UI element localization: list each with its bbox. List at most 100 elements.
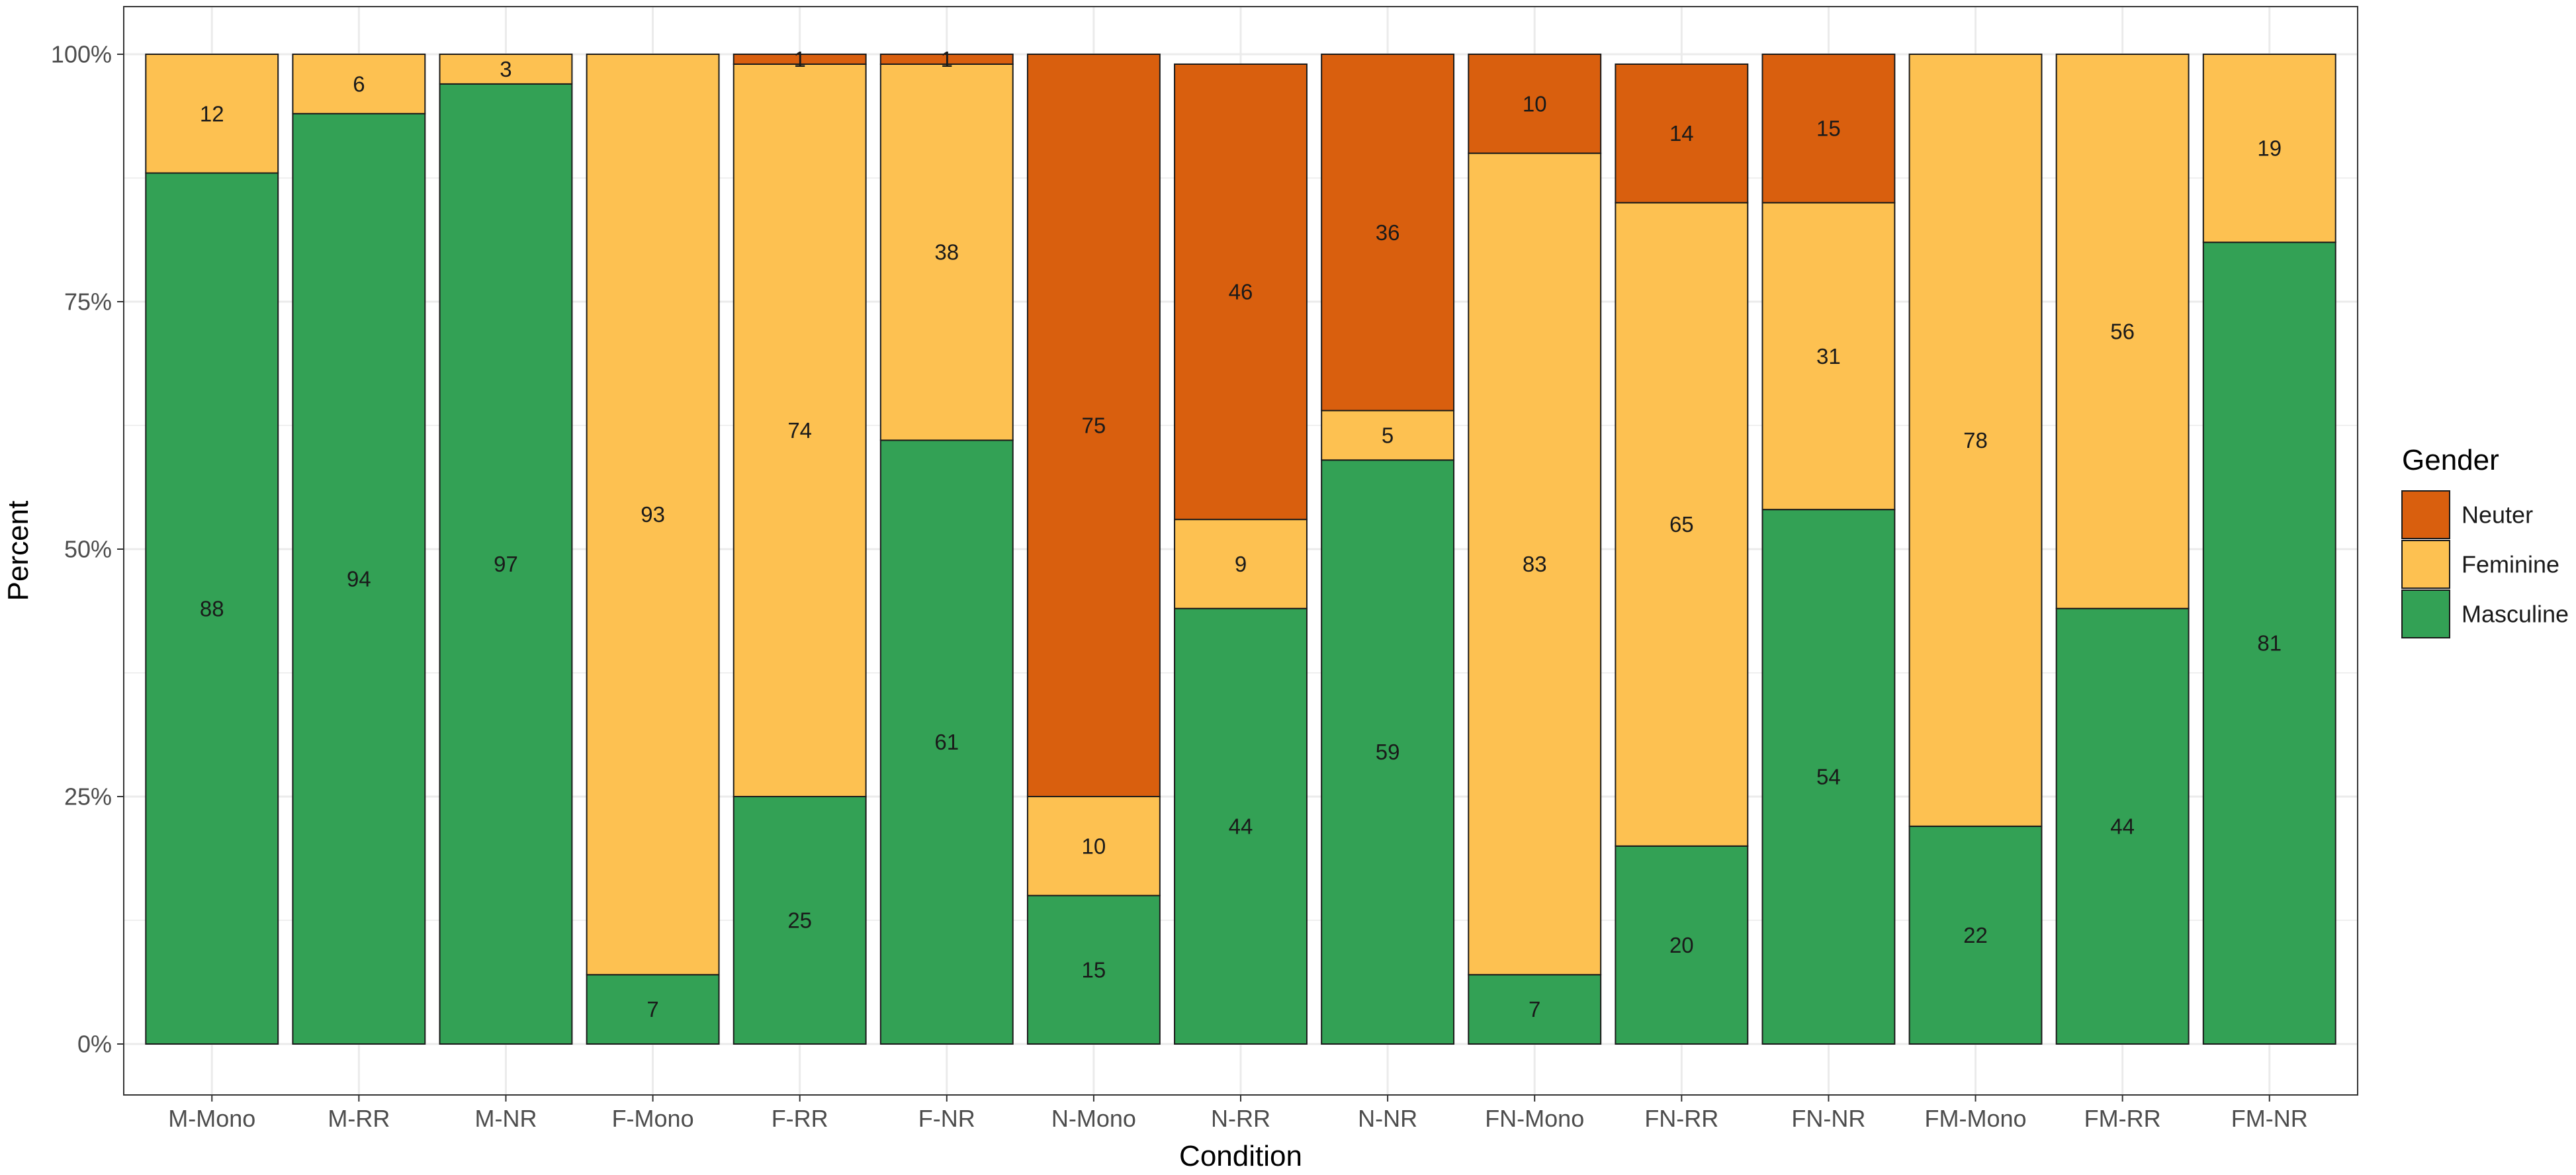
data-label-feminine-f-mono: 93 [641,502,665,527]
bar-masculine-fn-nr [1761,509,1896,1045]
data-label-masculine-m-mono: 88 [200,596,224,621]
y-tick-label: 25% [64,783,112,810]
legend: Gender Neuter Feminine Masculine [2401,444,2569,638]
y-tick-label: 0% [77,1031,112,1058]
data-label-feminine-m-rr: 6 [353,71,365,96]
legend-swatch-masculine [2401,589,2450,638]
y-tick-label: 100% [51,41,112,68]
bar-masculine-fm-mono [1908,825,2043,1045]
bars-layer [145,54,2336,1045]
x-tick-label: N-NR [1358,1105,1417,1132]
x-tick-label: M-RR [328,1105,390,1132]
bar-feminine-n-nr [1321,410,1455,461]
data-label-masculine-fn-rr: 20 [1669,933,1694,957]
data-label-feminine-fm-nr: 19 [2257,136,2282,161]
data-label-feminine-fn-nr: 31 [1816,344,1841,369]
bar-neuter-f-nr [879,54,1014,65]
data-label-masculine-m-rr: 94 [347,566,371,591]
data-label-masculine-fm-nr: 81 [2257,631,2282,656]
data-label-masculine-n-rr: 44 [1229,814,1253,838]
x-axis: M-Mono M-RR M-NR F-Mono F-RR F-NR N-Mono N-RR N-… [168,1095,2308,1132]
bar-masculine-n-rr [1174,607,1308,1045]
legend-label-feminine: Feminine [2462,551,2559,578]
data-label-masculine-n-nr: 59 [1376,740,1400,764]
x-tick-label: M-Mono [168,1105,255,1132]
bar-masculine-n-mono [1026,894,1161,1045]
x-tick-label: F-RR [772,1105,828,1132]
data-label-feminine-n-rr: 9 [1235,552,1247,576]
bar-neuter-n-nr [1321,54,1455,412]
data-label-feminine-fm-mono: 78 [1963,428,1988,453]
legend-label-masculine: Masculine [2462,601,2569,628]
bar-feminine-f-nr [879,63,1014,441]
x-tick-label: FN-NR [1791,1105,1865,1132]
data-label-neuter-fn-mono: 10 [1523,91,1547,116]
bar-feminine-n-mono [1026,796,1161,896]
bar-masculine-fm-rr [2055,607,2190,1045]
bar-feminine-f-mono [586,54,720,976]
x-tick-label: FN-Mono [1485,1105,1584,1132]
bar-masculine-f-mono [586,974,720,1045]
y-tick-label: 75% [64,288,112,316]
bar-neuter-f-rr [733,54,867,65]
y-axis: 0% 25% 50% 75% 100% [51,41,124,1058]
data-label-masculine-fn-mono: 7 [1529,997,1540,1022]
data-label-masculine-m-nr: 97 [494,552,518,576]
bar-neuter-n-mono [1026,54,1161,797]
data-label-masculine-f-mono: 7 [646,997,658,1022]
x-tick-label: FM-Mono [1925,1105,2027,1132]
data-label-neuter-f-rr: 1 [794,47,806,71]
x-axis-title: Condition [1179,1140,1302,1172]
x-tick-label: FM-RR [2084,1105,2161,1132]
legend-label-neuter: Neuter [2462,501,2533,529]
x-tick-label: N-RR [1211,1105,1270,1132]
bar-feminine-fn-nr [1761,202,1896,511]
data-label-neuter-f-nr: 1 [941,47,953,71]
data-label-masculine-f-rr: 25 [787,908,812,933]
bar-masculine-fn-mono [1468,974,1602,1045]
bar-feminine-fm-nr [2202,54,2336,243]
x-tick-label: FN-RR [1644,1105,1718,1132]
x-tick-label: FM-NR [2231,1105,2308,1132]
legend-swatch-neuter [2401,490,2450,539]
data-label-neuter-fn-nr: 15 [1816,116,1841,141]
data-labels-layer: 8812946973793257416138115107544946595367… [200,47,2282,1022]
bar-masculine-f-rr [733,796,867,1045]
data-label-feminine-m-nr: 3 [500,57,511,81]
data-label-feminine-m-mono: 12 [200,101,224,126]
bar-masculine-f-nr [879,439,1014,1045]
data-label-feminine-fm-rr: 56 [2110,319,2135,343]
data-label-feminine-fn-mono: 83 [1523,552,1547,576]
data-label-feminine-fn-rr: 65 [1669,512,1694,537]
data-label-feminine-n-mono: 10 [1082,834,1106,858]
data-label-feminine-n-nr: 5 [1382,423,1394,447]
bar-neuter-fn-rr [1615,63,1749,204]
x-tick-label: F-Mono [612,1105,694,1132]
bar-neuter-fn-nr [1761,54,1896,204]
bar-feminine-fm-mono [1908,54,2043,827]
legend-title: Gender [2402,444,2499,476]
bar-neuter-n-rr [1174,63,1308,521]
x-tick-label: M-NR [474,1105,537,1132]
data-label-neuter-n-nr: 36 [1376,220,1400,245]
x-tick-label: F-NR [918,1105,975,1132]
data-label-masculine-fm-mono: 22 [1963,923,1988,947]
bar-feminine-m-nr [439,54,573,85]
data-label-neuter-n-mono: 75 [1082,413,1106,438]
bar-neuter-fn-mono [1468,54,1602,154]
data-label-masculine-fn-nr: 54 [1816,765,1841,789]
bar-masculine-m-nr [439,83,573,1045]
bar-masculine-fm-nr [2202,241,2336,1045]
data-label-neuter-fn-rr: 14 [1669,121,1694,146]
data-label-masculine-f-nr: 61 [934,730,959,754]
bar-masculine-m-mono [145,172,279,1045]
bar-feminine-fm-rr [2055,54,2190,609]
bar-feminine-m-mono [145,54,279,174]
legend-swatch-feminine [2401,540,2450,589]
bar-feminine-f-rr [733,63,867,798]
bar-feminine-m-rr [292,54,426,114]
data-label-neuter-n-rr: 46 [1229,280,1253,304]
bar-masculine-n-nr [1321,459,1455,1045]
